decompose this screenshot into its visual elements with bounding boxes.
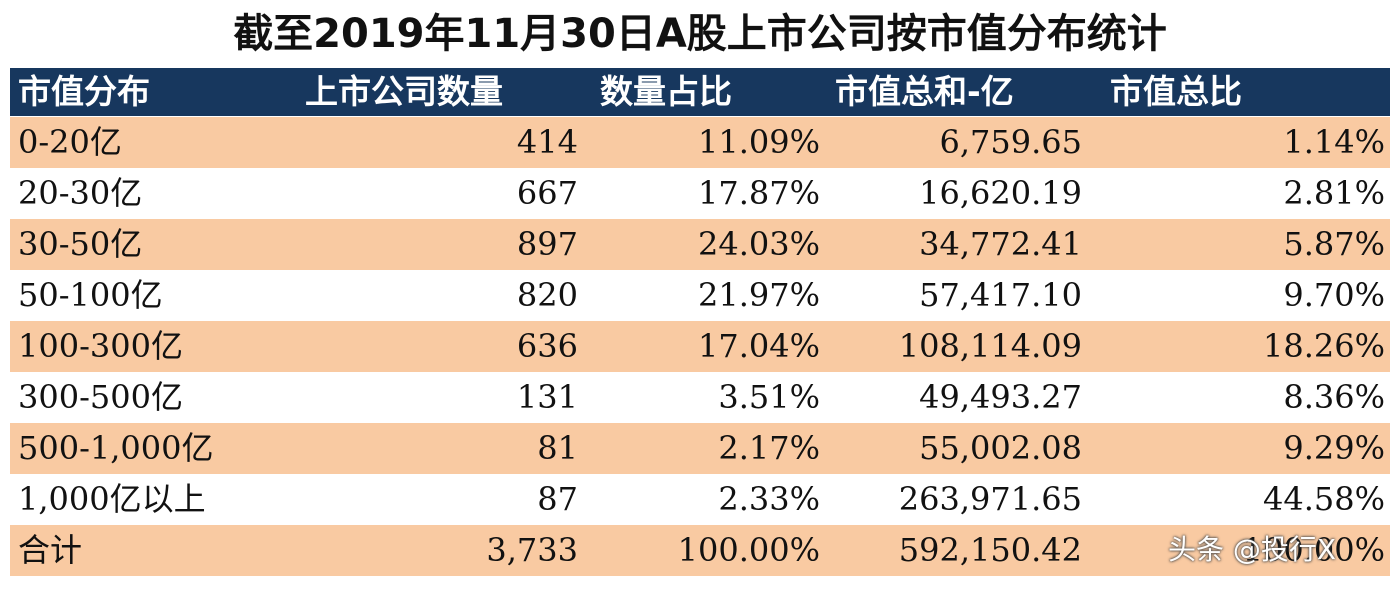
table-cell: 500-1,000亿: [18, 429, 214, 467]
table-row: [10, 321, 1390, 372]
table-cell: 414: [516, 123, 578, 161]
table-cell: 2.17%: [718, 429, 820, 467]
table-cell: 5.87%: [1283, 225, 1385, 263]
table-cell: 20-30亿: [18, 174, 143, 212]
table-cell: 17.04%: [697, 327, 820, 365]
table-cell: 30-50亿: [18, 225, 143, 263]
table-cell: 100.00%: [1242, 531, 1385, 569]
table-cell: 820: [516, 276, 578, 314]
table-row: [10, 372, 1390, 423]
table-cell: 1,000亿以上: [18, 480, 206, 518]
table-cell: 57,417.10: [919, 276, 1082, 314]
header-cell: 上市公司数量: [305, 72, 503, 111]
table-cell: 合计: [18, 531, 83, 569]
table-cell: 49,493.27: [919, 378, 1082, 416]
table-cell: 100-300亿: [18, 327, 183, 365]
table-row: [10, 525, 1390, 576]
table-cell: 592,150.42: [898, 531, 1082, 569]
table-row: [10, 117, 1390, 168]
table-cell: 897: [516, 225, 578, 263]
table-cell: 6,759.65: [939, 123, 1083, 161]
table-cell: 81: [537, 429, 578, 467]
table-cell: 9.29%: [1283, 429, 1385, 467]
table-cell: 24.03%: [697, 225, 820, 263]
table-cell: 3,733: [486, 531, 578, 569]
header-cell: 市值总和-亿: [835, 72, 1014, 111]
header-bar: [10, 68, 1390, 116]
title: 截至2019年11月30日A股上市公司按市值分布统计: [233, 11, 1167, 57]
table-cell: 667: [516, 174, 578, 212]
table-row: [10, 219, 1390, 270]
table-cell: 263,971.65: [898, 480, 1082, 518]
header-cell: 市值分布: [18, 72, 150, 111]
table-cell: 8.36%: [1283, 378, 1385, 416]
table-cell: 3.51%: [718, 378, 820, 416]
table-cell: 55,002.08: [919, 429, 1082, 467]
header-cell: 数量占比: [600, 72, 732, 111]
table-cell: 1.14%: [1283, 123, 1385, 161]
table-cell: 50-100亿: [18, 276, 163, 314]
table-cell: 17.87%: [697, 174, 820, 212]
table-cell: 2.33%: [718, 480, 820, 518]
table-cell: 16,620.19: [919, 174, 1082, 212]
table-cell: 300-500亿: [18, 378, 183, 416]
table-cell: 636: [516, 327, 578, 365]
table-row: [10, 474, 1390, 525]
table-cell: 34,772.41: [919, 225, 1082, 263]
table-cell: 18.26%: [1262, 327, 1385, 365]
table-cell: 131: [516, 378, 578, 416]
table-row: [10, 423, 1390, 474]
table-cell: 21.97%: [697, 276, 820, 314]
table-cell: 9.70%: [1283, 276, 1385, 314]
table-cell: 2.81%: [1283, 174, 1385, 212]
table-cell: 108,114.09: [898, 327, 1082, 365]
table-cell: 100.00%: [677, 531, 820, 569]
watermark: 头条 @投行X: [1168, 533, 1337, 566]
table-cell: 44.58%: [1262, 480, 1385, 518]
header-cell: 市值总比: [1110, 72, 1242, 111]
table-cell: 11.09%: [697, 123, 820, 161]
table-cell: 87: [537, 480, 578, 518]
table-cell: 0-20亿: [18, 123, 122, 161]
